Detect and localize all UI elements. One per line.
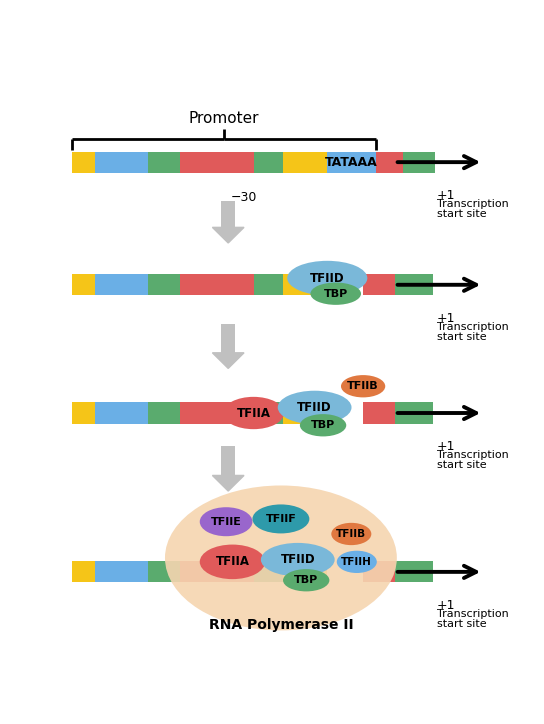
Ellipse shape bbox=[331, 523, 372, 545]
Text: Transcription: Transcription bbox=[437, 321, 509, 332]
Bar bbox=[180, 151, 254, 173]
Bar bbox=[148, 274, 180, 295]
Bar bbox=[148, 151, 180, 173]
Polygon shape bbox=[212, 353, 244, 369]
Bar bbox=[221, 447, 236, 476]
Bar bbox=[363, 274, 395, 295]
Text: TFIID: TFIID bbox=[310, 272, 344, 285]
Text: Transcription: Transcription bbox=[437, 450, 509, 460]
Ellipse shape bbox=[223, 397, 284, 429]
Bar bbox=[148, 561, 180, 583]
Bar bbox=[283, 151, 327, 173]
Text: TFIID: TFIID bbox=[281, 553, 315, 566]
Ellipse shape bbox=[278, 391, 351, 424]
Text: TFIIE: TFIIE bbox=[211, 517, 242, 527]
Bar bbox=[395, 403, 432, 424]
Bar bbox=[95, 151, 148, 173]
Bar bbox=[180, 274, 254, 295]
Bar bbox=[148, 403, 180, 424]
Bar bbox=[72, 274, 95, 295]
Ellipse shape bbox=[200, 544, 265, 579]
Bar bbox=[254, 274, 283, 295]
Ellipse shape bbox=[337, 551, 377, 573]
Bar bbox=[403, 151, 435, 173]
Text: TATAAA: TATAAA bbox=[325, 156, 378, 169]
Ellipse shape bbox=[341, 375, 385, 397]
Text: start site: start site bbox=[437, 332, 486, 342]
Text: RNA Polymerase II: RNA Polymerase II bbox=[208, 618, 353, 631]
Text: TFIIB: TFIIB bbox=[336, 529, 366, 539]
Bar bbox=[283, 274, 327, 295]
Ellipse shape bbox=[300, 414, 346, 437]
Text: Promoter: Promoter bbox=[189, 111, 259, 126]
Ellipse shape bbox=[261, 543, 335, 576]
Text: TFIIA: TFIIA bbox=[215, 555, 249, 568]
Polygon shape bbox=[212, 476, 244, 491]
Text: +1: +1 bbox=[437, 439, 455, 452]
Bar bbox=[72, 403, 95, 424]
Bar bbox=[283, 403, 327, 424]
Ellipse shape bbox=[311, 282, 361, 305]
Bar bbox=[254, 151, 283, 173]
Bar bbox=[72, 561, 95, 583]
Bar bbox=[221, 201, 236, 227]
Text: TFIIA: TFIIA bbox=[237, 406, 270, 419]
Text: TFIID: TFIID bbox=[298, 401, 332, 414]
Bar bbox=[283, 561, 327, 583]
Bar bbox=[327, 151, 376, 173]
Text: TBP: TBP bbox=[294, 576, 318, 585]
Text: TBP: TBP bbox=[311, 420, 335, 430]
Bar bbox=[254, 561, 283, 583]
Text: TFIIB: TFIIB bbox=[347, 382, 379, 391]
Text: −30: −30 bbox=[230, 191, 257, 204]
Bar bbox=[95, 561, 148, 583]
Text: Transcription: Transcription bbox=[437, 199, 509, 209]
Bar bbox=[180, 403, 254, 424]
Text: Transcription: Transcription bbox=[437, 609, 509, 619]
Ellipse shape bbox=[165, 486, 397, 631]
Polygon shape bbox=[212, 227, 244, 243]
Text: TFIIF: TFIIF bbox=[265, 514, 296, 524]
Text: +1: +1 bbox=[437, 599, 455, 612]
Ellipse shape bbox=[200, 508, 252, 536]
Bar bbox=[395, 561, 432, 583]
Bar bbox=[395, 274, 432, 295]
Text: TFIIH: TFIIH bbox=[341, 557, 372, 567]
Ellipse shape bbox=[283, 569, 329, 592]
Bar bbox=[221, 324, 236, 353]
Ellipse shape bbox=[287, 261, 367, 295]
Bar bbox=[363, 561, 395, 583]
Text: start site: start site bbox=[437, 619, 486, 628]
Bar bbox=[376, 151, 403, 173]
Bar bbox=[363, 403, 395, 424]
Text: start site: start site bbox=[437, 460, 486, 470]
Text: +1: +1 bbox=[437, 311, 455, 324]
Bar bbox=[180, 561, 254, 583]
Ellipse shape bbox=[252, 505, 310, 534]
Bar bbox=[95, 403, 148, 424]
Text: TBP: TBP bbox=[324, 289, 348, 299]
Bar bbox=[95, 274, 148, 295]
Bar bbox=[72, 151, 95, 173]
Text: start site: start site bbox=[437, 209, 486, 219]
Bar bbox=[254, 403, 283, 424]
Text: +1: +1 bbox=[437, 189, 455, 202]
